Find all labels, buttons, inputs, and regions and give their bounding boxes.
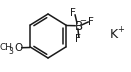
Text: F: F: [70, 8, 76, 18]
Text: F: F: [88, 17, 94, 27]
Text: 3: 3: [8, 48, 13, 57]
Text: B: B: [75, 20, 83, 32]
Text: +: +: [117, 24, 124, 33]
Text: O: O: [14, 43, 22, 53]
Text: CH: CH: [0, 43, 13, 52]
Text: −: −: [79, 16, 86, 25]
Text: F: F: [75, 34, 81, 44]
Text: K: K: [110, 28, 118, 40]
